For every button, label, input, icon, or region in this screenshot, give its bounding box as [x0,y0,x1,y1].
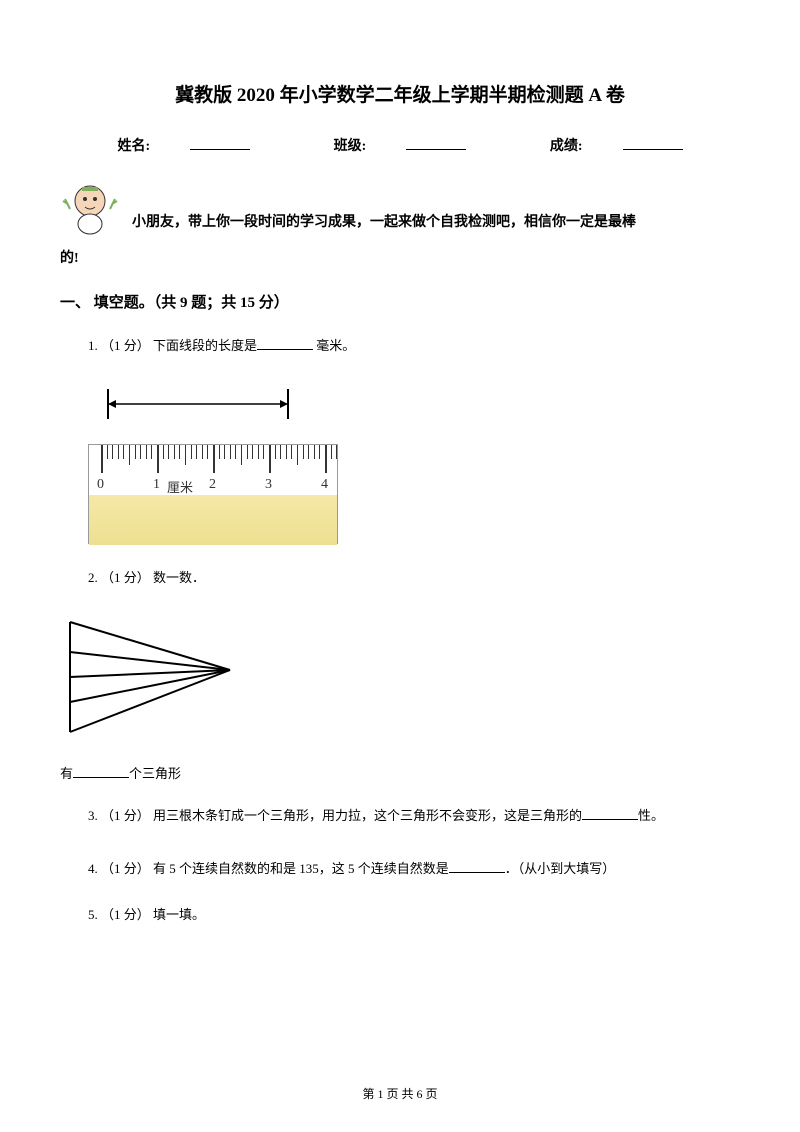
question-3: 3. （1 分） 用三根木条钉成一个三角形，用力拉，这个三角形不会变形，这是三角… [88,804,740,827]
ruler-scale: 0 1 厘米 2 3 4 [89,445,337,495]
intro-row: 小朋友，带上你一段时间的学习成果，一起来做个自我检测吧，相信你一定是最棒 [60,179,740,239]
q2-answer: 有 个三角形 [60,763,740,782]
question-5: 5. （1 分） 填一填。 [88,903,740,926]
line-segment-icon [88,379,308,429]
q2-blank [73,766,129,778]
score-label: 成绩: [550,139,583,154]
ruler-unit: 厘米 [167,477,193,496]
section-1-title: 一、 填空题。（共 9 题；共 15 分） [60,291,740,312]
q1-blank [257,338,313,350]
triangle-fan-icon [60,612,240,742]
ruler-num-3: 3 [265,477,272,493]
intro-text-line2: 的! [60,247,740,267]
q1-suffix: 毫米。 [313,338,355,353]
q1-figure: 0 1 厘米 2 3 4 [88,379,740,544]
name-blank [190,136,250,150]
q2-answer-suffix: 个三角形 [129,766,181,781]
student-info-line: 姓名: 班级: 成绩: [60,135,740,155]
footer-prefix: 第 [362,1087,377,1101]
ruler-num-0: 0 [97,477,104,493]
q3-prefix: 3. （1 分） 用三根木条钉成一个三角形，用力拉，这个三角形不会变形，这是三角… [88,808,582,823]
name-label: 姓名: [117,139,150,154]
name-field: 姓名: [97,139,273,154]
question-4: 4. （1 分） 有 5 个连续自然数的和是 135，这 5 个连续自然数是 ．（… [88,857,740,880]
q1-prefix: 1. （1 分） 下面线段的长度是 [88,338,257,353]
footer-suffix: 页 [423,1087,438,1101]
class-label: 班级: [334,139,367,154]
mascot-icon [60,179,120,239]
class-blank [406,136,466,150]
ruler-num-4: 4 [321,477,328,493]
score-blank [623,136,683,150]
q4-suffix: ．（从小到大填写） [505,861,616,876]
ruler-body [89,495,337,545]
page-title: 冀教版 2020 年小学数学二年级上学期半期检测题 A 卷 [60,80,740,107]
ruler-num-2: 2 [209,477,216,493]
page-footer: 第 1 页 共 6 页 [0,1085,800,1102]
score-field: 成绩: [530,139,703,154]
q2-figure [60,612,740,747]
q4-blank [449,861,505,873]
q2-answer-prefix: 有 [60,766,73,781]
question-2: 2. （1 分） 数一数． [88,566,740,589]
footer-mid: 页 共 [383,1087,416,1101]
q3-suffix: 性。 [638,808,664,823]
q3-blank [582,808,638,820]
q4-prefix: 4. （1 分） 有 5 个连续自然数的和是 135，这 5 个连续自然数是 [88,861,449,876]
question-1: 1. （1 分） 下面线段的长度是 毫米。 [88,334,740,357]
ruler-figure: 0 1 厘米 2 3 4 [88,444,338,544]
class-field: 班级: [314,139,490,154]
ruler-num-1: 1 [153,477,160,493]
intro-text-line1: 小朋友，带上你一段时间的学习成果，一起来做个自我检测吧，相信你一定是最棒 [132,208,636,239]
